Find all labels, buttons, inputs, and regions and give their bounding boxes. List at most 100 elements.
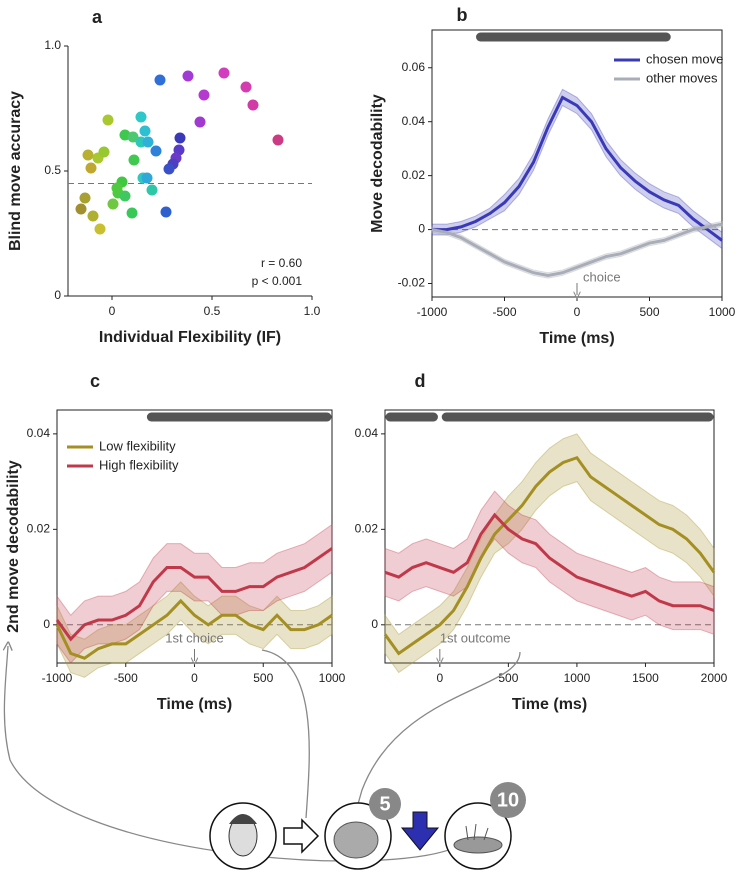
error-band [56, 523, 333, 664]
x-axis-label: Time (ms) [157, 696, 232, 713]
scatter-point [198, 89, 210, 101]
legend-label: High flexibility [99, 457, 179, 472]
x-tick-label: 0 [191, 671, 198, 685]
hair [229, 814, 257, 824]
error-band [431, 220, 723, 279]
x-tick-label: 1000 [709, 305, 736, 319]
panel-label: d [415, 371, 426, 391]
legend-label: chosen move [646, 51, 723, 66]
scatter-point [87, 210, 99, 222]
scatter-point [98, 146, 110, 158]
scatter-point [160, 206, 172, 218]
x-axis-label: Individual Flexibility (IF) [99, 329, 281, 346]
y-axis-label: 2nd move decodability [5, 460, 22, 633]
scatter-point [142, 136, 154, 148]
scatter-point [141, 172, 153, 184]
scatter-point [194, 116, 206, 128]
badge-text: 5 [379, 793, 390, 815]
series-line [55, 598, 333, 660]
x-tick-label: 0 [574, 305, 581, 319]
y-tick-label: 0.02 [355, 522, 379, 536]
scatter-point [146, 184, 158, 196]
scatter-point [107, 198, 119, 210]
y-tick-label: 0 [54, 288, 61, 302]
x-tick-label: -500 [492, 305, 516, 319]
y-tick-label: 0 [418, 222, 425, 236]
annotation: choice [583, 269, 621, 284]
y-axis-label: Move decodability [369, 94, 386, 233]
x-tick-label: 0 [109, 304, 116, 318]
scatter-point [218, 67, 230, 79]
scatter-point [79, 192, 91, 204]
y-tick-label: 0.02 [27, 522, 51, 536]
scatter-point [102, 114, 114, 126]
scatter-point [240, 81, 252, 93]
x-tick-label: 1500 [632, 671, 659, 685]
island [453, 836, 503, 854]
badge [490, 782, 526, 818]
y-tick-label: 0 [43, 617, 50, 631]
scatter-point [126, 207, 138, 219]
y-tick-label: 0.04 [402, 114, 426, 128]
series-line [384, 512, 715, 612]
y-tick-label: -0.02 [398, 276, 426, 290]
y-tick-label: 1.0 [44, 38, 61, 52]
annotation: p < 0.001 [252, 274, 303, 288]
x-tick-label: -1000 [417, 305, 448, 319]
error-band [384, 433, 715, 674]
error-band [431, 88, 723, 250]
badge-text: 10 [497, 789, 519, 811]
scatter-point [150, 145, 162, 157]
illustration: 5 10 [4, 646, 526, 870]
connector [357, 651, 521, 805]
scatter-point [272, 134, 284, 146]
scatter-point [139, 125, 151, 137]
panel-label: c [90, 371, 100, 391]
y-tick-label: 0.02 [402, 168, 426, 182]
arrow [283, 818, 320, 854]
grass [465, 823, 489, 841]
series-line [383, 455, 716, 656]
legend-label: other moves [646, 70, 718, 85]
y-tick-label: 0.06 [402, 60, 426, 74]
series-line [55, 547, 333, 642]
down-arrow [400, 811, 440, 851]
scatter-point [82, 149, 94, 161]
scatter-point [85, 162, 97, 174]
scatter-point [163, 163, 175, 175]
y-axis-label: Blind move accuracy [7, 91, 24, 251]
scatter-point [119, 190, 131, 202]
x-tick-label: -500 [114, 671, 138, 685]
annotation: 1st outcome [440, 630, 511, 645]
scatter-point [135, 111, 147, 123]
scatter-point [128, 154, 140, 166]
panel-label: b [457, 5, 468, 25]
scatter-point [127, 131, 139, 143]
y-tick-label: 0 [371, 617, 378, 631]
y-tick-label: 0.04 [27, 426, 51, 440]
scatter-point [182, 70, 194, 82]
x-tick-label: 0.5 [204, 304, 221, 318]
scatter-point [94, 223, 106, 235]
panel-label: a [92, 7, 103, 27]
error-band [56, 581, 333, 678]
annotation: r = 0.60 [261, 256, 302, 270]
x-axis-label: Time (ms) [539, 330, 614, 347]
x-tick-label: 500 [639, 305, 659, 319]
legend-label: Low flexibility [99, 438, 176, 453]
x-tick-label: 1000 [319, 671, 346, 685]
x-tick-label: 0 [436, 671, 443, 685]
connector [261, 649, 310, 819]
x-tick-label: 2000 [701, 671, 728, 685]
scatter-point [154, 74, 166, 86]
x-tick-label: 500 [498, 671, 518, 685]
x-axis-label: Time (ms) [512, 696, 587, 713]
scatter-point [174, 132, 186, 144]
y-tick-label: 0.04 [355, 426, 379, 440]
x-tick-label: 500 [253, 671, 273, 685]
tomato [333, 821, 379, 859]
x-tick-label: -1000 [42, 671, 73, 685]
series-line [431, 222, 723, 277]
annotation: 1st choice [165, 630, 224, 645]
